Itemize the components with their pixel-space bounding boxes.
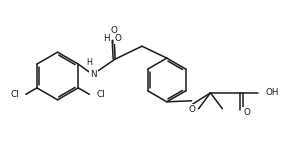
Text: OH: OH bbox=[265, 88, 278, 97]
Text: O: O bbox=[115, 34, 122, 43]
Text: H: H bbox=[87, 58, 92, 67]
Text: Cl: Cl bbox=[10, 90, 19, 99]
Text: Cl: Cl bbox=[96, 90, 105, 99]
Text: O: O bbox=[111, 26, 118, 35]
Text: O: O bbox=[243, 108, 250, 117]
Text: O: O bbox=[188, 105, 195, 114]
Text: H: H bbox=[103, 34, 110, 43]
Text: N: N bbox=[90, 70, 97, 79]
